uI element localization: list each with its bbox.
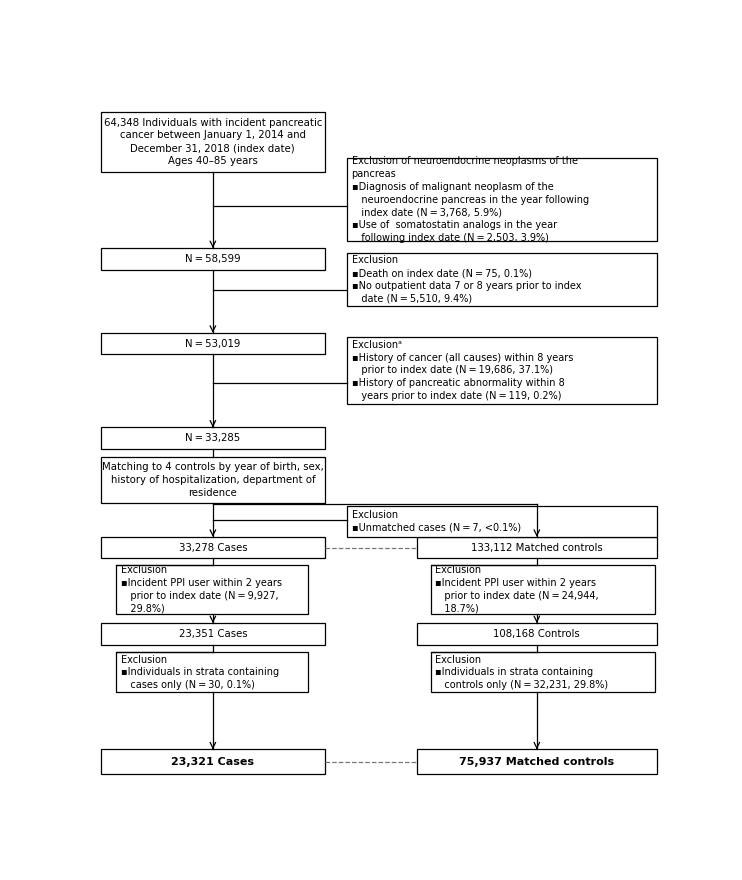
Text: 108,168 Controls: 108,168 Controls: [493, 629, 580, 639]
Text: 75,937 Matched controls: 75,937 Matched controls: [459, 757, 614, 766]
Bar: [116, 565, 308, 614]
Bar: [347, 506, 657, 537]
Bar: [347, 253, 657, 306]
Text: 23,321 Cases: 23,321 Cases: [171, 757, 255, 766]
Bar: [347, 336, 657, 404]
Bar: [100, 750, 325, 774]
Bar: [417, 537, 657, 558]
Text: Exclusion of neuroendocrine neoplasms of the
pancreas
▪Diagnosis of malignant ne: Exclusion of neuroendocrine neoplasms of…: [352, 156, 588, 243]
Text: N = 53,019: N = 53,019: [186, 339, 240, 348]
Bar: [100, 457, 325, 502]
Text: N = 58,599: N = 58,599: [185, 253, 240, 264]
Bar: [100, 248, 325, 269]
Text: Matching to 4 controls by year of birth, sex,
history of hospitalization, depart: Matching to 4 controls by year of birth,…: [102, 462, 324, 497]
Text: Exclusion
▪Individuals in strata containing
   controls only (N = 32,231, 29.8%): Exclusion ▪Individuals in strata contain…: [436, 655, 608, 690]
Text: Exclusion
▪Individuals in strata containing
   cases only (N = 30, 0.1%): Exclusion ▪Individuals in strata contain…: [121, 655, 279, 690]
Bar: [430, 565, 655, 614]
Text: Exclusion
▪Death on index date (N = 75, 0.1%)
▪No outpatient data 7 or 8 years p: Exclusion ▪Death on index date (N = 75, …: [352, 255, 581, 304]
Text: N = 33,285: N = 33,285: [186, 433, 240, 444]
Bar: [100, 623, 325, 644]
Bar: [347, 158, 657, 241]
Text: Exclusion
▪Incident PPI user within 2 years
   prior to index date (N = 9,927,
 : Exclusion ▪Incident PPI user within 2 ye…: [121, 565, 282, 613]
Bar: [100, 537, 325, 558]
Text: 23,351 Cases: 23,351 Cases: [179, 629, 247, 639]
Bar: [116, 652, 308, 693]
Text: Exclusionᵃ
▪History of cancer (all causes) within 8 years
   prior to index date: Exclusionᵃ ▪History of cancer (all cause…: [352, 340, 573, 401]
Bar: [430, 652, 655, 693]
Text: Exclusion
▪Unmatched cases (N = 7, <0.1%): Exclusion ▪Unmatched cases (N = 7, <0.1%…: [352, 510, 521, 532]
Bar: [417, 623, 657, 644]
Bar: [100, 428, 325, 449]
Bar: [100, 112, 325, 172]
Text: Exclusion
▪Incident PPI user within 2 years
   prior to index date (N = 24,944,
: Exclusion ▪Incident PPI user within 2 ye…: [436, 565, 599, 613]
Text: 33,278 Cases: 33,278 Cases: [179, 543, 247, 553]
Text: 64,348 Individuals with incident pancreatic
cancer between January 1, 2014 and
D: 64,348 Individuals with incident pancrea…: [104, 118, 322, 166]
Bar: [417, 750, 657, 774]
Bar: [100, 333, 325, 355]
Text: 133,112 Matched controls: 133,112 Matched controls: [471, 543, 603, 553]
